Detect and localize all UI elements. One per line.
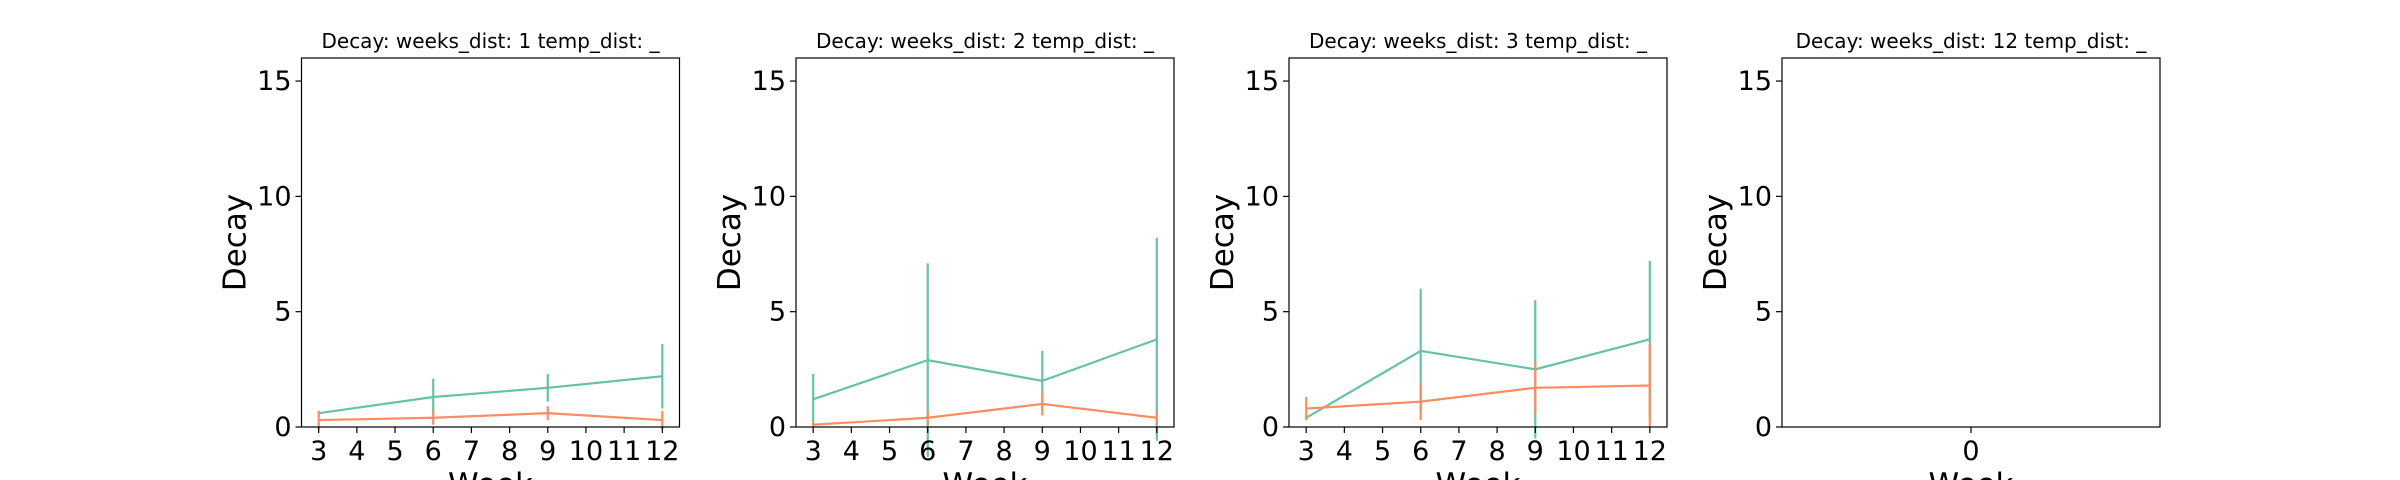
x-tick-label: 12 — [1140, 436, 1174, 467]
y-tick-label: 15 — [752, 66, 786, 97]
x-tick-label: 9 — [1527, 436, 1544, 467]
x-tick-label: 5 — [881, 436, 898, 467]
y-axis-label: Decay — [218, 194, 254, 291]
x-tick-label: 7 — [1450, 436, 1467, 467]
x-tick-label: 3 — [1298, 436, 1315, 467]
x-tick-label: 11 — [1101, 436, 1135, 467]
y-axis-label: Decay — [1698, 194, 1734, 291]
x-tick-label: 7 — [957, 436, 974, 467]
x-tick-label: 0 — [1962, 436, 1979, 467]
x-tick-label: 10 — [569, 436, 603, 467]
x-axis-label: Week — [1436, 467, 1521, 480]
x-tick-label: 6 — [1412, 436, 1429, 467]
y-tick-label: 15 — [257, 66, 291, 97]
y-tick-label: 0 — [274, 412, 291, 443]
x-tick-label: 6 — [919, 436, 936, 467]
series-line — [1305, 338, 1651, 419]
axes-frame — [795, 57, 1175, 428]
x-tick-label: 12 — [1633, 436, 1667, 467]
x-tick-label: 3 — [310, 436, 327, 467]
y-tick-label: 10 — [1245, 181, 1279, 212]
y-tick-label: 10 — [752, 181, 786, 212]
axes-frame — [300, 57, 681, 428]
subplot-title: Decay: weeks_dist: 3 temp_dist: _ — [1309, 29, 1648, 53]
series-line — [812, 338, 1158, 401]
y-tick-label: 5 — [769, 297, 786, 328]
y-tick-label: 5 — [274, 297, 291, 328]
x-tick-label: 5 — [386, 436, 403, 467]
x-tick-label: 8 — [1488, 436, 1505, 467]
x-tick-label: 9 — [1034, 436, 1051, 467]
y-tick-label: 15 — [1245, 66, 1279, 97]
x-axis-label: Week — [448, 467, 533, 480]
x-tick-label: 4 — [348, 436, 365, 467]
y-tick-label: 15 — [1738, 66, 1772, 97]
series-line — [318, 412, 663, 422]
x-tick-label: 3 — [805, 436, 822, 467]
x-tick-label: 5 — [1374, 436, 1391, 467]
x-axis-label: Week — [1929, 467, 2014, 480]
y-tick-label: 10 — [257, 181, 291, 212]
x-tick-label: 11 — [607, 436, 641, 467]
x-tick-label: 4 — [843, 436, 860, 467]
x-tick-label: 8 — [995, 436, 1012, 467]
x-tick-label: 8 — [501, 436, 518, 467]
x-tick-label: 11 — [1594, 436, 1628, 467]
subplot-title: Decay: weeks_dist: 12 temp_dist: _ — [1796, 29, 2148, 53]
y-tick-label: 5 — [1755, 297, 1772, 328]
y-tick-label: 0 — [769, 412, 786, 443]
x-axis-label: Week — [943, 467, 1028, 480]
series-line — [318, 375, 663, 415]
y-tick-label: 0 — [1262, 412, 1279, 443]
x-tick-label: 4 — [1336, 436, 1353, 467]
series-line — [1306, 384, 1650, 410]
axes-frame — [1288, 57, 1668, 428]
x-tick-label: 7 — [463, 436, 480, 467]
subplot-title: Decay: weeks_dist: 1 temp_dist: _ — [321, 29, 660, 53]
x-tick-label: 10 — [1556, 436, 1590, 467]
y-tick-label: 0 — [1755, 412, 1772, 443]
axes-frame — [1781, 57, 2161, 428]
y-axis-label: Decay — [712, 194, 748, 291]
subplot-title: Decay: weeks_dist: 2 temp_dist: _ — [816, 29, 1155, 53]
x-tick-label: 6 — [425, 436, 442, 467]
x-tick-label: 9 — [539, 436, 556, 467]
y-tick-label: 5 — [1262, 297, 1279, 328]
x-tick-label: 10 — [1063, 436, 1097, 467]
y-axis-label: Decay — [1205, 194, 1241, 291]
y-tick-label: 10 — [1738, 181, 1772, 212]
series-line — [813, 402, 1157, 426]
x-tick-label: 12 — [645, 436, 679, 467]
